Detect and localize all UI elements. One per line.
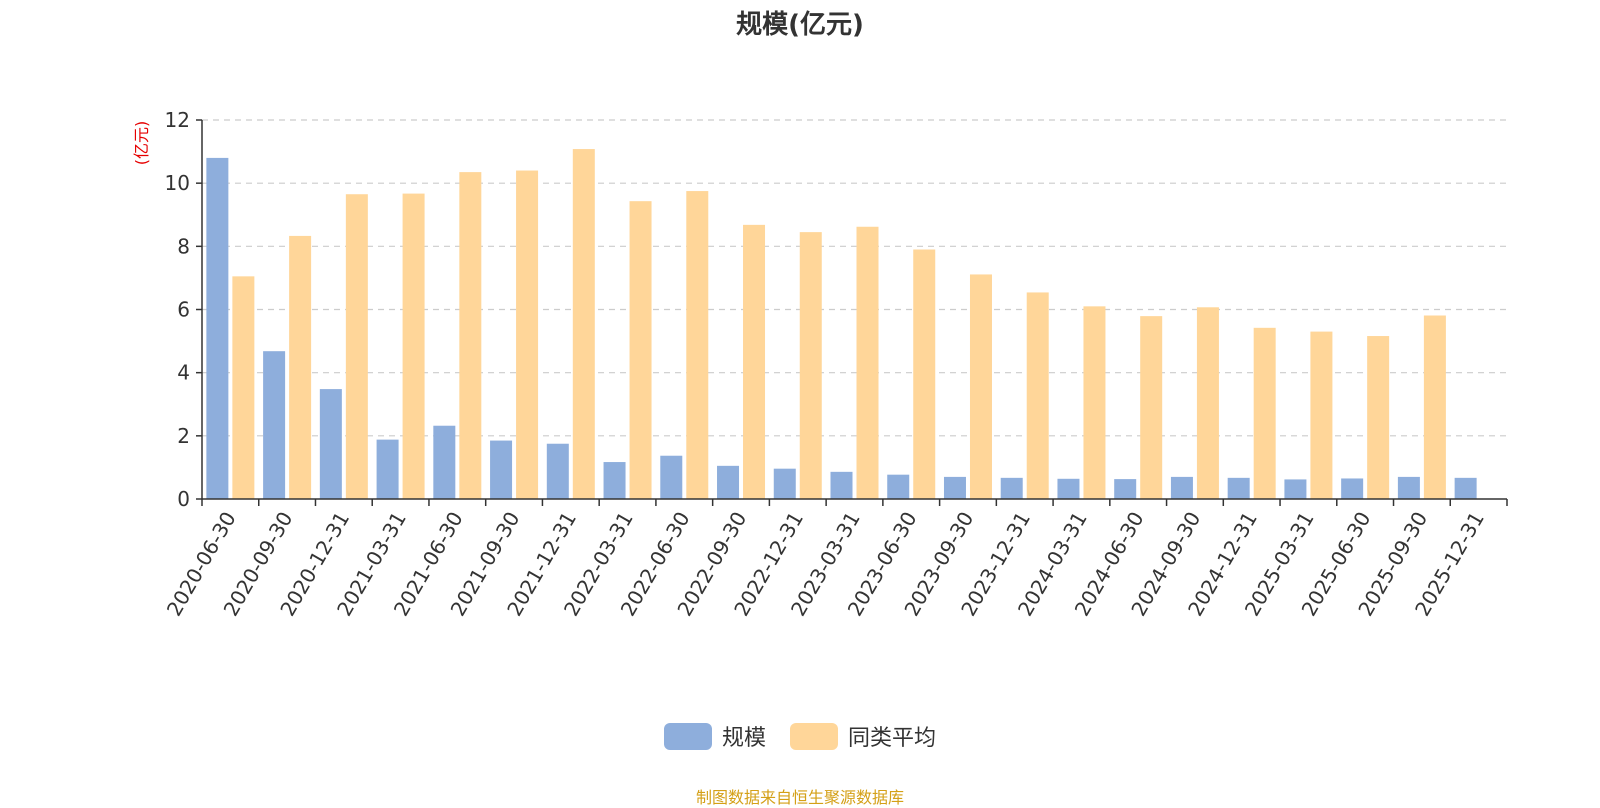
- bar-peer-average[interactable]: [629, 201, 652, 499]
- bar-peer-average[interactable]: [1026, 292, 1049, 499]
- chart-title: 规模(亿元): [736, 10, 864, 40]
- bar-scale[interactable]: [1341, 478, 1364, 499]
- bar-peer-average[interactable]: [743, 224, 766, 499]
- bar-scale[interactable]: [546, 443, 569, 499]
- bar-peer-average[interactable]: [686, 191, 709, 499]
- bar-scale[interactable]: [1397, 476, 1420, 499]
- x-axis: 2020-06-302020-09-302020-12-312021-03-31…: [162, 498, 1508, 620]
- bar-scale[interactable]: [433, 425, 456, 499]
- y-tick-label: 2: [177, 424, 190, 448]
- bar-peer-average[interactable]: [799, 232, 822, 499]
- bar-peer-average[interactable]: [232, 276, 255, 499]
- bar-scale[interactable]: [887, 474, 910, 499]
- bar-chart: 0 2 4 6 8 10 12 2020-06-302020-09-302020-12-31…: [132, 108, 1508, 620]
- y-tick-label: 0: [177, 487, 190, 511]
- bar-scale[interactable]: [319, 389, 342, 499]
- bar-peer-average[interactable]: [572, 149, 595, 499]
- bar-peer-average[interactable]: [459, 172, 482, 500]
- y-tick-label: 8: [177, 234, 190, 258]
- legend-item-peer-average[interactable]: 同类平均: [790, 720, 936, 752]
- bar-scale[interactable]: [1114, 479, 1137, 499]
- y-tick-label: 10: [165, 171, 190, 195]
- bar-peer-average[interactable]: [913, 249, 936, 499]
- y-tick-label: 12: [165, 108, 190, 132]
- bar-peer-average[interactable]: [516, 170, 539, 500]
- bar-scale[interactable]: [1227, 477, 1250, 499]
- source-note: 制图数据来自恒生聚源数据库: [695, 788, 904, 807]
- y-axis: 0 2 4 6 8 10 12: [165, 108, 203, 511]
- legend-label-scale: 规模: [721, 726, 766, 751]
- bar-scale[interactable]: [206, 157, 229, 499]
- bar-scale[interactable]: [943, 476, 966, 499]
- bar-peer-average[interactable]: [1423, 315, 1446, 499]
- legend-swatch-peer-average: [790, 722, 838, 750]
- legend-label-peer-average: 同类平均: [848, 726, 937, 751]
- y-axis-label: (亿元): [132, 121, 151, 166]
- bar-scale[interactable]: [830, 471, 853, 499]
- bar-scale[interactable]: [376, 439, 399, 499]
- bars: [206, 149, 1477, 500]
- grid-lines: [202, 119, 1507, 437]
- bar-scale[interactable]: [717, 465, 740, 499]
- bar-peer-average[interactable]: [1140, 316, 1163, 499]
- legend-item-scale[interactable]: 规模: [663, 720, 766, 752]
- bar-peer-average[interactable]: [1196, 307, 1219, 499]
- bar-scale[interactable]: [1284, 479, 1307, 499]
- bar-scale[interactable]: [1057, 478, 1080, 499]
- bar-scale[interactable]: [773, 468, 796, 499]
- bar-scale[interactable]: [1000, 477, 1023, 499]
- bar-peer-average[interactable]: [1253, 327, 1276, 499]
- bar-peer-average[interactable]: [856, 226, 879, 500]
- bar-scale[interactable]: [660, 455, 683, 499]
- bar-scale[interactable]: [490, 440, 513, 499]
- bar-peer-average[interactable]: [1083, 306, 1106, 499]
- bar-peer-average[interactable]: [402, 193, 425, 499]
- legend: 规模 同类平均: [0, 720, 1600, 752]
- bar-scale[interactable]: [263, 351, 286, 499]
- bar-peer-average[interactable]: [1310, 331, 1333, 499]
- y-tick-label: 6: [177, 298, 190, 322]
- y-tick-label: 4: [177, 361, 190, 385]
- bar-peer-average[interactable]: [969, 274, 992, 499]
- bar-scale[interactable]: [603, 462, 626, 499]
- bar-peer-average[interactable]: [345, 194, 368, 500]
- legend-swatch-scale: [663, 722, 712, 750]
- bar-scale[interactable]: [1170, 476, 1193, 499]
- bar-peer-average[interactable]: [1367, 336, 1390, 499]
- bar-scale[interactable]: [1454, 477, 1477, 499]
- bar-peer-average[interactable]: [289, 235, 312, 499]
